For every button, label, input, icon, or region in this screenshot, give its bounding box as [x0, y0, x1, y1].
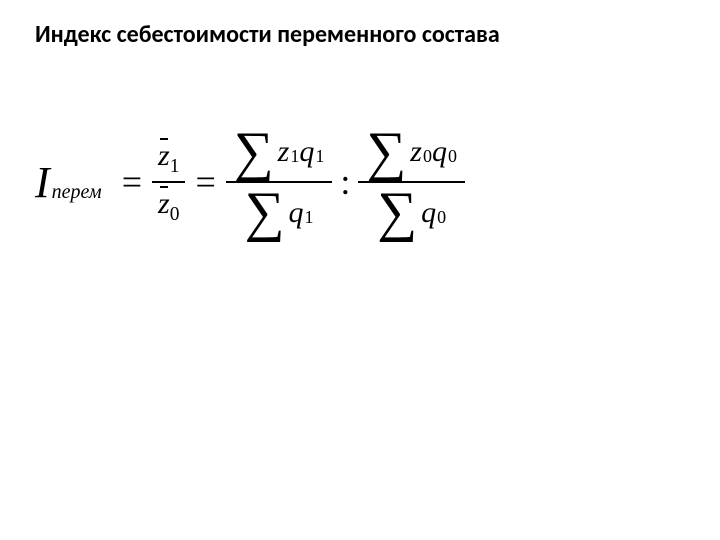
fraction-zbar: z1 z0: [152, 137, 185, 228]
sigma-icon: ∑: [234, 127, 274, 177]
title-text: Индекс себестоимости переменного состава: [35, 20, 500, 49]
zbar1: z: [158, 139, 170, 172]
zbar1-var: z: [158, 139, 170, 172]
right-numerator: ∑ z 0 q 0: [358, 125, 465, 179]
q1-sub: 1: [315, 146, 324, 167]
fraction-left: ∑ z 1 q 1 ∑ q 1: [226, 125, 333, 240]
zbar1-sub: 1: [170, 156, 180, 177]
q0d-sub: 0: [437, 207, 446, 228]
left-denominator: ∑ q 1: [237, 185, 322, 239]
term-q0d: q 0: [421, 196, 446, 230]
term-z1: z 1: [278, 135, 300, 169]
zbar-denominator: z0: [152, 185, 185, 227]
sigma-icon: ∑: [366, 127, 406, 177]
zbar0-var: z: [158, 187, 170, 220]
q1d-var: q: [289, 196, 304, 230]
q1-var: q: [299, 135, 314, 169]
left-numerator: ∑ z 1 q 1: [226, 125, 333, 179]
right-denominator: ∑ q 0: [369, 185, 454, 239]
variable-I: I: [35, 157, 50, 208]
term-q1: q 1: [299, 135, 324, 169]
subscript-perem: перем: [52, 181, 102, 204]
q0-var: q: [432, 135, 447, 169]
term-q1d: q 1: [289, 196, 314, 230]
fraction-right: ∑ z 0 q 0 ∑ q 0: [358, 125, 465, 240]
q1d-sub: 1: [305, 207, 314, 228]
term-z0: z 0: [410, 135, 432, 169]
z0-sub: 0: [423, 146, 432, 167]
equals-2: =: [195, 161, 215, 203]
fracline-small: [152, 181, 185, 183]
zbar0-sub: 0: [170, 204, 180, 225]
term-q0: q 0: [432, 135, 457, 169]
sigma-icon: ∑: [245, 187, 285, 237]
zbar0: z: [158, 187, 170, 220]
formula: I перем = z1 z0 = ∑ z 1 q 1 ∑ q: [35, 125, 465, 240]
z1-var: z: [278, 135, 290, 169]
q0-sub: 0: [448, 146, 457, 167]
slide-title: Индекс себестоимости переменного состава: [35, 20, 500, 49]
z0-var: z: [410, 135, 422, 169]
equals-1: =: [122, 161, 142, 203]
division-colon: :: [340, 161, 350, 203]
z1-sub: 1: [290, 146, 299, 167]
q0d-var: q: [421, 196, 436, 230]
sigma-icon: ∑: [377, 187, 417, 237]
zbar-numerator: z1: [152, 137, 185, 179]
